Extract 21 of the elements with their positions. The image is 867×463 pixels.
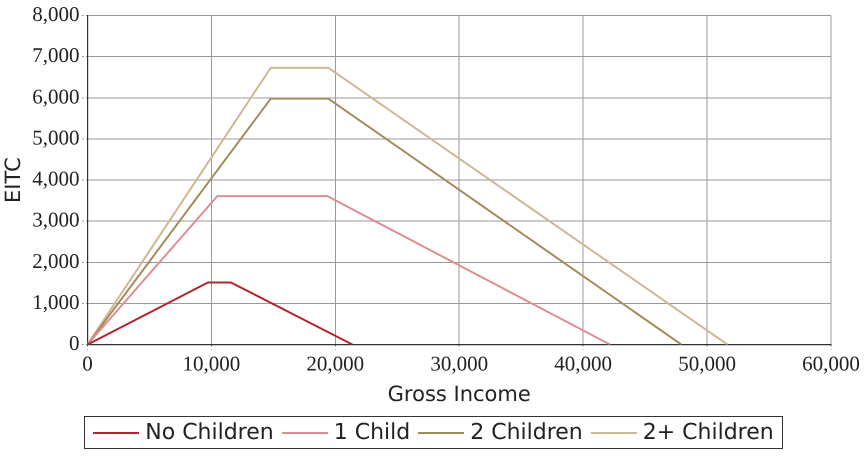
y-axis-title: EITC xyxy=(1,157,26,203)
legend-label: 2+ Children xyxy=(642,420,774,445)
x-tick-label: 50,000 xyxy=(678,352,736,376)
y-tick-label: 3,000 xyxy=(32,208,80,232)
legend-label: 2 Children xyxy=(470,420,583,445)
y-tick-label: 8,000 xyxy=(32,2,80,26)
x-tick-label: 40,000 xyxy=(554,352,612,376)
x-tick-label: 20,000 xyxy=(306,352,364,376)
y-tick-label: 5,000 xyxy=(32,125,80,150)
y-tick-label: 1,000 xyxy=(32,290,80,314)
x-tick-label: 10,000 xyxy=(182,352,240,376)
y-tick-label: 4,000 xyxy=(32,166,80,191)
y-tick-label: 6,000 xyxy=(32,84,80,108)
x-axis-title: Gross Income xyxy=(388,382,531,406)
y-tick-label: 0 xyxy=(68,331,80,356)
y-tick-label: 7,000 xyxy=(32,43,80,68)
y-tick-label: 2,000 xyxy=(32,248,80,273)
x-tick-label: 30,000 xyxy=(430,352,488,376)
legend-label: 1 Child xyxy=(334,420,410,445)
x-tick-label: 60,000 xyxy=(802,352,860,376)
legend-label: No Children xyxy=(145,420,274,445)
